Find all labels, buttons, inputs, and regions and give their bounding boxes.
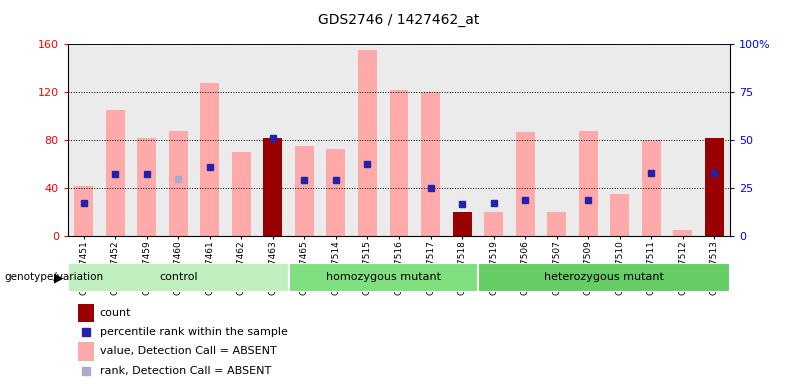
Bar (168, 131, 188, 236)
Bar (131, 44, 163, 236)
Bar (383, 44, 415, 236)
Text: homozygous mutant: homozygous mutant (326, 272, 440, 283)
Bar (446, 44, 478, 236)
Bar (289, 263, 478, 292)
Bar (257, 44, 289, 236)
Bar (452, 212, 472, 236)
Text: heterozygous mutant: heterozygous mutant (544, 272, 664, 283)
Text: value, Detection Call = ABSENT: value, Detection Call = ABSENT (100, 346, 276, 356)
Text: GDS2746 / 1427462_at: GDS2746 / 1427462_at (318, 13, 480, 27)
Bar (667, 44, 698, 236)
Bar (642, 140, 661, 236)
Bar (698, 44, 730, 236)
Bar (226, 44, 257, 236)
Bar (610, 194, 630, 236)
Bar (389, 90, 409, 236)
Bar (541, 44, 572, 236)
Bar (478, 263, 730, 292)
Bar (320, 44, 352, 236)
Bar (415, 44, 446, 236)
Bar (232, 152, 251, 236)
Bar (579, 131, 598, 236)
Bar (78, 342, 94, 361)
Bar (635, 44, 667, 236)
Bar (78, 304, 94, 322)
Bar (200, 83, 219, 236)
Text: genotype/variation: genotype/variation (4, 272, 103, 283)
Text: ▶: ▶ (54, 271, 64, 284)
Bar (674, 230, 693, 236)
Bar (105, 110, 124, 236)
Bar (572, 44, 604, 236)
Bar (604, 44, 635, 236)
Bar (421, 92, 440, 236)
Text: count: count (100, 308, 131, 318)
Bar (263, 138, 282, 236)
Bar (74, 186, 93, 236)
Bar (326, 149, 346, 236)
Bar (100, 44, 131, 236)
Bar (68, 263, 289, 292)
Bar (478, 44, 509, 236)
Bar (295, 146, 314, 236)
Bar (68, 44, 100, 236)
Text: rank, Detection Call = ABSENT: rank, Detection Call = ABSENT (100, 366, 271, 376)
Bar (137, 138, 156, 236)
Text: percentile rank within the sample: percentile rank within the sample (100, 327, 287, 337)
Bar (289, 44, 320, 236)
Bar (509, 44, 541, 236)
Bar (705, 138, 724, 236)
Bar (194, 44, 226, 236)
Bar (484, 212, 503, 236)
Bar (352, 44, 383, 236)
Bar (163, 44, 194, 236)
Bar (516, 132, 535, 236)
Bar (547, 212, 566, 236)
Bar (358, 50, 377, 236)
Text: control: control (159, 272, 198, 283)
